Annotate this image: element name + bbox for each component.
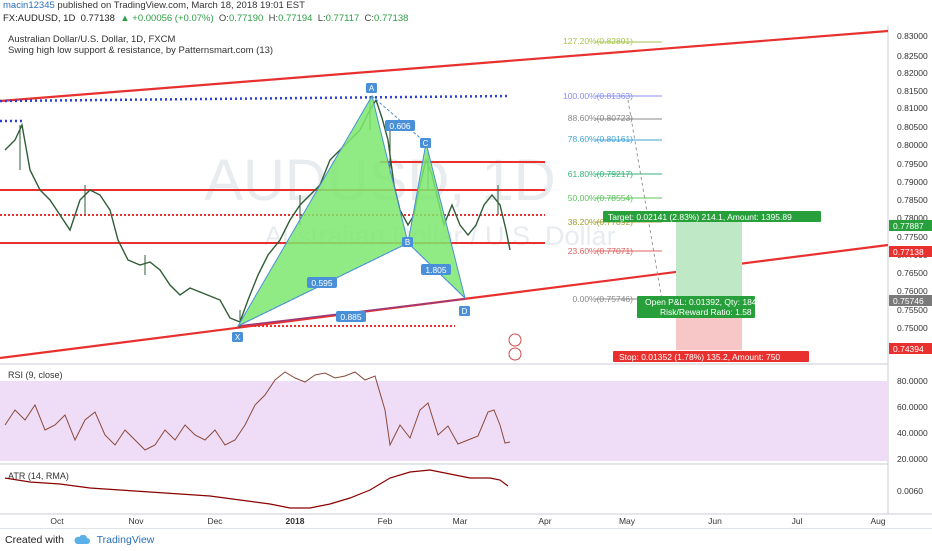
symbol-label: FX:AUDUSD, 1D xyxy=(3,13,76,24)
pattern-point-x: X xyxy=(235,333,241,342)
svg-text:0.82000: 0.82000 xyxy=(897,68,928,78)
ratio-xd: 0.885 xyxy=(340,312,362,322)
channel-upper-line[interactable] xyxy=(0,29,889,103)
svg-text:0.77500: 0.77500 xyxy=(897,232,928,242)
rsi-band xyxy=(0,381,888,461)
fib-786: 78.60%(0.80161) xyxy=(568,134,633,144)
svg-text:0.81500: 0.81500 xyxy=(897,86,928,96)
svg-text:Mar: Mar xyxy=(453,516,468,526)
position-stop-label: Stop: 0.01352 (1.78%) 135.2, Amount: 750 xyxy=(619,352,780,362)
svg-text:Jul: Jul xyxy=(792,516,803,526)
position-target-label: Target: 0.02141 (2.83%) 214.1, Amount: 1… xyxy=(608,212,792,222)
svg-text:Feb: Feb xyxy=(378,516,393,526)
svg-text:0.80500: 0.80500 xyxy=(897,122,928,132)
footer-created-with: Created with xyxy=(5,534,64,546)
fibonacci-levels[interactable]: 127.20%(0.82891) 100.00%(0.81363) 88.60%… xyxy=(563,36,663,304)
close-label: C: xyxy=(364,13,375,24)
rsi-line[interactable] xyxy=(4,371,511,451)
svg-text:Apr: Apr xyxy=(538,516,551,526)
pattern-point-c: C xyxy=(423,139,429,148)
price-badge-last: 0.77138 xyxy=(893,247,924,257)
svg-text:0.83000: 0.83000 xyxy=(897,31,928,41)
open-value: 0.77190 xyxy=(228,13,264,24)
pattern-point-a: A xyxy=(369,84,375,93)
svg-text:May: May xyxy=(619,516,636,526)
position-open-pl: Open P&L: 0.01392, Qty: 18491 xyxy=(645,297,766,307)
low-label: L: xyxy=(317,13,326,24)
svg-text:0.76500: 0.76500 xyxy=(897,268,928,278)
fib-0: 0.00%(0.75746) xyxy=(573,294,634,304)
footer-brand-link[interactable]: TradingView xyxy=(96,534,155,546)
footer: Created with TradingView xyxy=(0,528,932,551)
ratio-xb: 0.595 xyxy=(311,278,333,288)
fib-236: 23.60%(0.77071) xyxy=(568,246,633,256)
position-target-zone[interactable] xyxy=(676,218,742,300)
username-link[interactable]: macin12345 xyxy=(3,0,55,11)
fib-382: 38.20%(0.77892) xyxy=(568,217,633,227)
ratio-bd: 1.805 xyxy=(425,265,447,275)
indicator-label: Swing high low support & resistance, by … xyxy=(8,45,273,56)
chart-area[interactable]: AUDUSD, 1D Australian Dollar / U.S. Doll… xyxy=(0,26,932,528)
swing-high-dotted[interactable] xyxy=(0,94,511,103)
svg-text:0.82500: 0.82500 xyxy=(897,51,928,61)
high-label: H: xyxy=(268,13,279,24)
time-axis[interactable]: Oct Nov Dec 2018 Feb Mar Apr May Jun Jul… xyxy=(50,516,885,526)
low-value: 0.77117 xyxy=(325,13,360,24)
fib-618: 61.80%(0.79217) xyxy=(568,169,633,179)
chart-title: Australian Dollar/U.S. Dollar, 1D, FXCM xyxy=(8,34,175,45)
published-text: published on TradingView.com, March 18, … xyxy=(57,0,305,11)
event-icon[interactable] xyxy=(508,347,522,361)
svg-text:0.79000: 0.79000 xyxy=(897,177,928,187)
fib-50: 50.00%(0.78554) xyxy=(568,193,633,203)
rsi-tick-20: 20.0000 xyxy=(897,454,928,464)
fib-886: 88.60%(0.80723) xyxy=(568,113,633,123)
svg-text:0.76000: 0.76000 xyxy=(897,286,928,296)
svg-text:2018: 2018 xyxy=(286,516,305,526)
pattern-point-d: D xyxy=(462,307,468,316)
svg-text:Oct: Oct xyxy=(50,516,64,526)
svg-text:Jun: Jun xyxy=(708,516,722,526)
open-label: O: xyxy=(218,13,229,24)
svg-text:Dec: Dec xyxy=(207,516,223,526)
price-badge-stop: 0.74394 xyxy=(893,344,924,354)
price-badge-target: 0.77887 xyxy=(893,221,924,231)
rsi-tick-60: 60.0000 xyxy=(897,402,928,412)
pattern-point-b: B xyxy=(405,238,410,247)
position-risk-reward: Risk/Reward Ratio: 1.58 xyxy=(660,307,752,317)
high-value: 0.77194 xyxy=(278,13,313,24)
svg-text:0.80000: 0.80000 xyxy=(897,140,928,150)
tradingview-cloud-icon xyxy=(74,535,90,545)
fib-127: 127.20%(0.82891) xyxy=(563,36,633,46)
price-change: ▲ +0.00056 (+0.07%) xyxy=(120,13,214,24)
price-badge-entry: 0.75746 xyxy=(893,296,924,306)
rsi-tick-80: 80.0000 xyxy=(897,376,928,386)
svg-text:0.75500: 0.75500 xyxy=(897,305,928,315)
fib-100: 100.00%(0.81363) xyxy=(563,91,633,101)
chart-canvas[interactable]: AUDUSD, 1D Australian Dollar / U.S. Doll… xyxy=(0,26,932,528)
svg-text:0.81000: 0.81000 xyxy=(897,103,928,113)
quote-bar: FX:AUDUSD, 1D 0.77138 ▲ +0.00056 (+0.07%… xyxy=(0,13,932,25)
svg-text:0.78500: 0.78500 xyxy=(897,195,928,205)
svg-text:0.78000: 0.78000 xyxy=(897,213,928,223)
rsi-title: RSI (9, close) xyxy=(8,370,63,380)
svg-text:0.75000: 0.75000 xyxy=(897,323,928,333)
atr-line[interactable] xyxy=(4,469,509,509)
last-price: 0.77138 xyxy=(80,13,115,24)
svg-text:0.79500: 0.79500 xyxy=(897,159,928,169)
atr-tick: 0.0060 xyxy=(897,486,923,496)
ratio-ab: 0.606 xyxy=(389,121,411,131)
svg-text:Nov: Nov xyxy=(128,516,144,526)
rsi-tick-40: 40.0000 xyxy=(897,428,928,438)
event-icon[interactable] xyxy=(508,333,522,347)
atr-title: ATR (14, RMA) xyxy=(8,471,69,481)
svg-text:Aug: Aug xyxy=(870,516,885,526)
close-value: 0.77138 xyxy=(374,13,409,24)
publish-header: macin12345 published on TradingView.com,… xyxy=(0,0,932,12)
